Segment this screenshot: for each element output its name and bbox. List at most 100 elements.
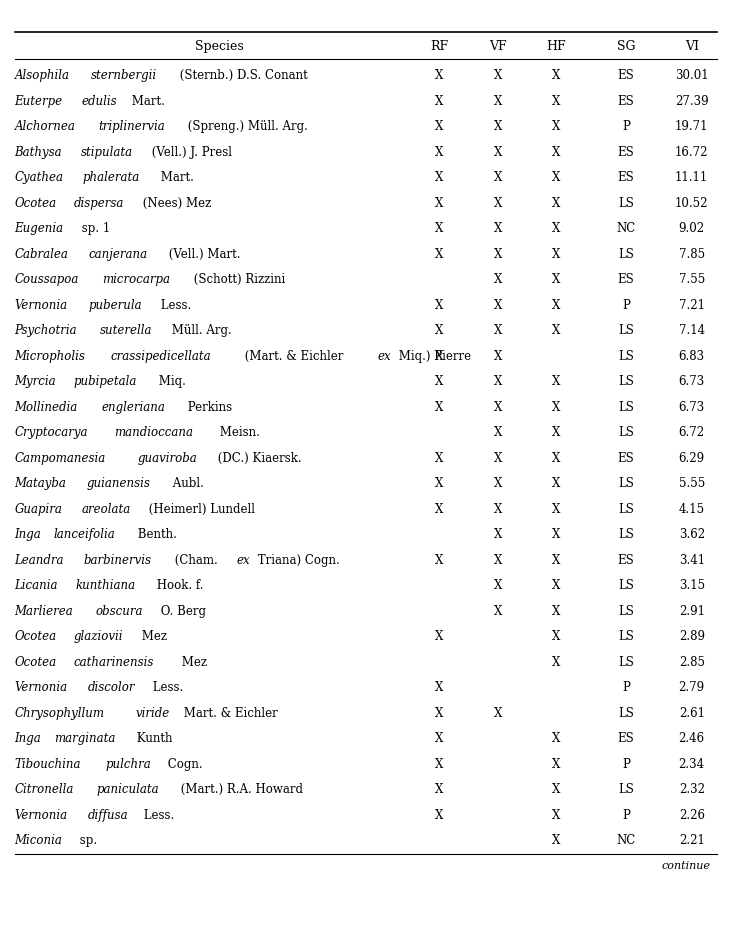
Text: Bathysa: Bathysa — [15, 145, 62, 158]
Text: LS: LS — [618, 528, 634, 542]
Text: Alchornea: Alchornea — [15, 120, 75, 133]
Text: X: X — [435, 477, 444, 490]
Text: (Cham.: (Cham. — [171, 554, 222, 567]
Text: puberula: puberula — [88, 299, 142, 312]
Text: X: X — [493, 273, 502, 286]
Text: X: X — [435, 120, 444, 133]
Text: X: X — [552, 783, 561, 796]
Text: 2.46: 2.46 — [679, 732, 705, 745]
Text: 2.79: 2.79 — [679, 682, 705, 694]
Text: ES: ES — [618, 145, 634, 158]
Text: (Mart. & Eichler: (Mart. & Eichler — [241, 350, 347, 363]
Text: X: X — [552, 248, 561, 261]
Text: X: X — [552, 426, 561, 439]
Text: Species: Species — [195, 40, 244, 53]
Text: Mollinedia: Mollinedia — [15, 401, 78, 414]
Text: kunthiana: kunthiana — [75, 580, 135, 593]
Text: X: X — [493, 94, 502, 107]
Text: X: X — [435, 554, 444, 567]
Text: Aubl.: Aubl. — [169, 477, 203, 490]
Text: Cogn.: Cogn. — [164, 757, 203, 770]
Text: Psychotria: Psychotria — [15, 324, 78, 337]
Text: X: X — [552, 631, 561, 644]
Text: RF: RF — [430, 40, 448, 53]
Text: X: X — [552, 145, 561, 158]
Text: ex: ex — [378, 350, 392, 363]
Text: LS: LS — [618, 375, 634, 388]
Text: X: X — [552, 222, 561, 235]
Text: Miconia: Miconia — [15, 834, 62, 847]
Text: X: X — [435, 299, 444, 312]
Text: Inga: Inga — [15, 528, 42, 542]
Text: 7.55: 7.55 — [679, 273, 705, 286]
Text: X: X — [435, 682, 444, 694]
Text: Perkins: Perkins — [184, 401, 231, 414]
Text: 27.39: 27.39 — [675, 94, 709, 107]
Text: X: X — [552, 528, 561, 542]
Text: X: X — [435, 401, 444, 414]
Text: Myrcia: Myrcia — [15, 375, 56, 388]
Text: 7.21: 7.21 — [679, 299, 705, 312]
Text: LS: LS — [618, 707, 634, 720]
Text: X: X — [493, 120, 502, 133]
Text: X: X — [552, 171, 561, 184]
Text: X: X — [435, 94, 444, 107]
Text: X: X — [552, 273, 561, 286]
Text: P: P — [622, 120, 630, 133]
Text: X: X — [493, 605, 502, 618]
Text: diffusa: diffusa — [88, 808, 129, 821]
Text: P: P — [622, 808, 630, 821]
Text: 2.61: 2.61 — [679, 707, 705, 720]
Text: LS: LS — [618, 503, 634, 516]
Text: X: X — [552, 375, 561, 388]
Text: X: X — [493, 196, 502, 210]
Text: 2.91: 2.91 — [679, 605, 705, 618]
Text: X: X — [493, 707, 502, 720]
Text: X: X — [552, 834, 561, 847]
Text: X: X — [435, 503, 444, 516]
Text: X: X — [493, 580, 502, 593]
Text: ES: ES — [618, 452, 634, 465]
Text: X: X — [552, 299, 561, 312]
Text: Matayba: Matayba — [15, 477, 67, 490]
Text: LS: LS — [618, 196, 634, 210]
Text: 3.41: 3.41 — [679, 554, 705, 567]
Text: phalerata: phalerata — [83, 171, 140, 184]
Text: Coussapoa: Coussapoa — [15, 273, 79, 286]
Text: Alsophila: Alsophila — [15, 69, 70, 82]
Text: X: X — [552, 605, 561, 618]
Text: engleriana: engleriana — [101, 401, 165, 414]
Text: LS: LS — [618, 783, 634, 796]
Text: X: X — [435, 707, 444, 720]
Text: canjerana: canjerana — [89, 248, 148, 261]
Text: X: X — [552, 656, 561, 669]
Text: continue: continue — [661, 861, 710, 871]
Text: X: X — [493, 426, 502, 439]
Text: Eugenia: Eugenia — [15, 222, 64, 235]
Text: ES: ES — [618, 69, 634, 82]
Text: LS: LS — [618, 656, 634, 669]
Text: (Vell.) J. Presl: (Vell.) J. Presl — [148, 145, 232, 158]
Text: X: X — [552, 324, 561, 337]
Text: X: X — [435, 732, 444, 745]
Text: 5.55: 5.55 — [679, 477, 705, 490]
Text: X: X — [493, 554, 502, 567]
Text: X: X — [493, 477, 502, 490]
Text: Micropholis: Micropholis — [15, 350, 86, 363]
Text: HF: HF — [547, 40, 566, 53]
Text: X: X — [552, 554, 561, 567]
Text: X: X — [552, 580, 561, 593]
Text: Cyathea: Cyathea — [15, 171, 64, 184]
Text: (Mart.) R.A. Howard: (Mart.) R.A. Howard — [177, 783, 303, 796]
Text: X: X — [493, 171, 502, 184]
Text: lanceifolia: lanceifolia — [54, 528, 116, 542]
Text: X: X — [552, 808, 561, 821]
Text: X: X — [493, 350, 502, 363]
Text: X: X — [552, 503, 561, 516]
Text: viride: viride — [135, 707, 170, 720]
Text: 6.83: 6.83 — [679, 350, 705, 363]
Text: X: X — [552, 452, 561, 465]
Text: X: X — [552, 757, 561, 770]
Text: Cabralea: Cabralea — [15, 248, 69, 261]
Text: X: X — [435, 248, 444, 261]
